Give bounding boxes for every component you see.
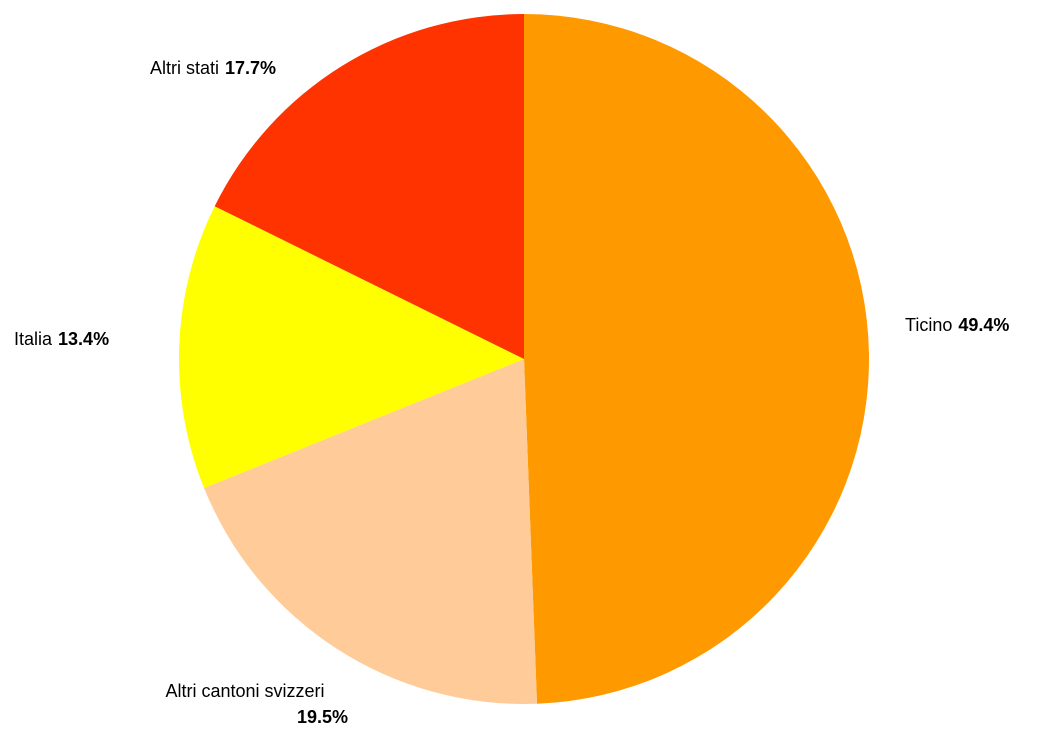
pie-slice: [178, 206, 524, 489]
value-label: 19.5%: [297, 707, 348, 727]
value-label: 49.4%: [958, 315, 1009, 335]
pie-slice: [214, 14, 524, 359]
slice-label: Italia 13.4%: [14, 329, 109, 349]
pie-slice: [524, 14, 870, 704]
category-name: Italia: [14, 329, 53, 349]
pie-slice: [204, 359, 538, 704]
category-name: Ticino: [905, 315, 952, 335]
slice-label: Ticino 49.4%: [905, 315, 1009, 335]
slice-label: Altri cantoni svizzeri: [165, 681, 324, 701]
category-name: Altri stati: [150, 58, 219, 78]
value-label: 17.7%: [225, 58, 276, 78]
slice-label: Altri stati 17.7%: [150, 58, 276, 78]
category-name: Altri cantoni svizzeri: [165, 681, 324, 701]
value-label: 13.4%: [58, 329, 109, 349]
